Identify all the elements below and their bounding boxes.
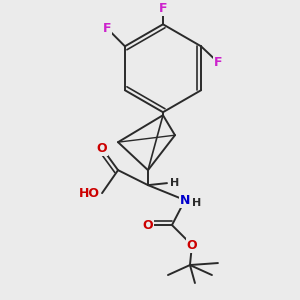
Text: H: H (192, 198, 202, 208)
Text: F: F (214, 56, 222, 69)
Text: HO: HO (79, 187, 100, 200)
Text: F: F (103, 22, 111, 35)
Text: O: O (187, 238, 197, 252)
Text: O: O (143, 219, 153, 232)
Text: F: F (159, 2, 167, 15)
Text: H: H (170, 178, 180, 188)
Text: N: N (180, 194, 190, 207)
Text: O: O (97, 142, 107, 155)
